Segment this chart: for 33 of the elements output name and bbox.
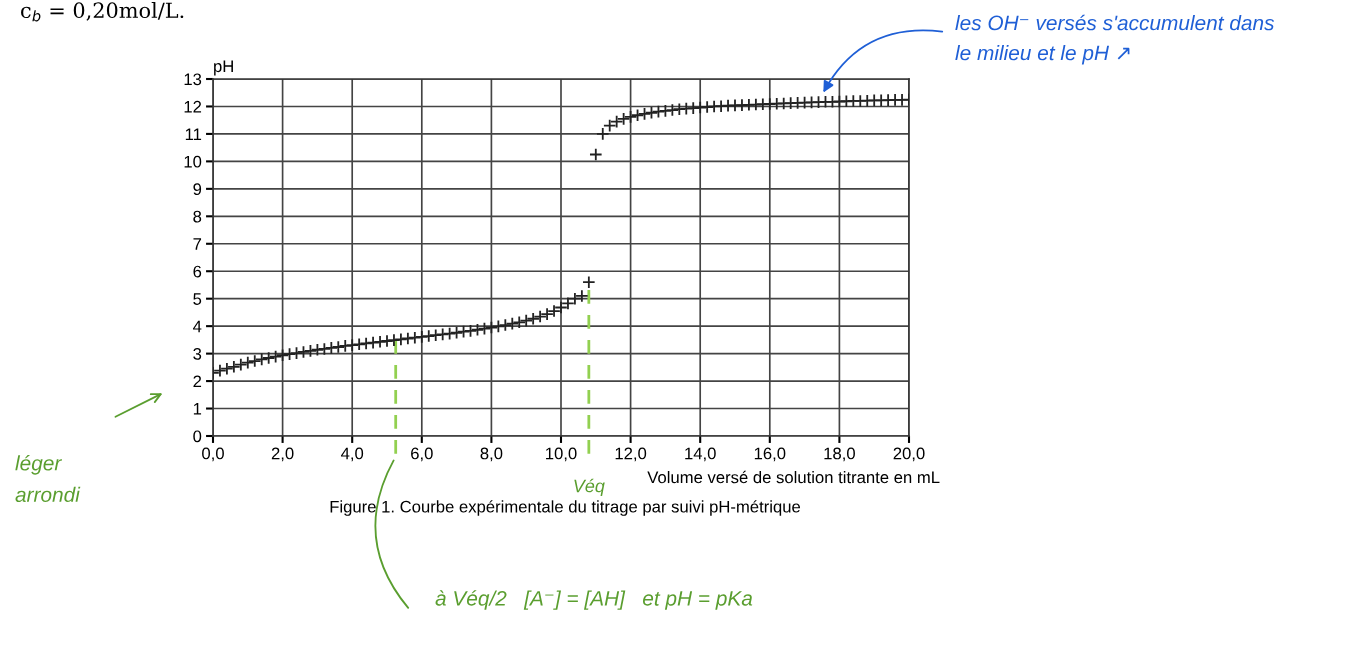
y-tick-label: 6 — [193, 265, 202, 278]
x-tick-label: 14,0 — [685, 447, 716, 462]
y-tick-label: 7 — [193, 238, 202, 250]
y-tick-label: 8 — [193, 210, 202, 223]
x-tick-label: 6,0 — [411, 447, 433, 462]
x-tick-label: 20,0 — [893, 447, 925, 462]
y-axis-title: pH — [214, 60, 233, 76]
text: c$_{b}$ = 0,20mol/L. — [21, 2, 184, 22]
x-tick-label: 10,0 — [546, 447, 577, 462]
y-tick-label: 2 — [193, 375, 202, 388]
ref-line-label: Véq — [574, 478, 605, 496]
y-tick-label: 0 — [193, 430, 202, 443]
x-tick-label: 8,0 — [480, 447, 503, 462]
x-tick-label: 4,0 — [341, 447, 364, 462]
y-tick-label: 11 — [185, 128, 202, 140]
y-tick-label: 9 — [193, 183, 202, 196]
y-tick-label: 1 — [193, 403, 202, 415]
y-tick-label: 12 — [184, 100, 202, 113]
x-tick-label: 18,0 — [824, 447, 855, 462]
text: à Véq/2 [A⁻] = [AH] et pH = pKa — [435, 590, 753, 610]
x-tick-label: 12,0 — [615, 447, 647, 462]
x-tick-label: 0,0 — [202, 447, 224, 462]
y-tick-label: 4 — [193, 320, 202, 333]
x-tick-label: 16,0 — [754, 447, 786, 462]
y-tick-label: 5 — [193, 293, 202, 305]
y-tick-label: 13 — [184, 73, 202, 86]
x-tick-label: 2,0 — [271, 447, 294, 462]
y-tick-label: 10 — [184, 155, 202, 168]
x-axis-title: Volume versé de solution titrante en mL — [647, 470, 940, 484]
text: léger arrondi — [15, 455, 81, 503]
y-tick-label: 3 — [193, 348, 202, 360]
text: les OH⁻ versés s'accumulent dans le milieu et le pH ↗ — [955, 14, 1275, 65]
caption: Figure 1. Courbe expérimentale du titrage par suivi pH-métrique — [330, 500, 801, 516]
